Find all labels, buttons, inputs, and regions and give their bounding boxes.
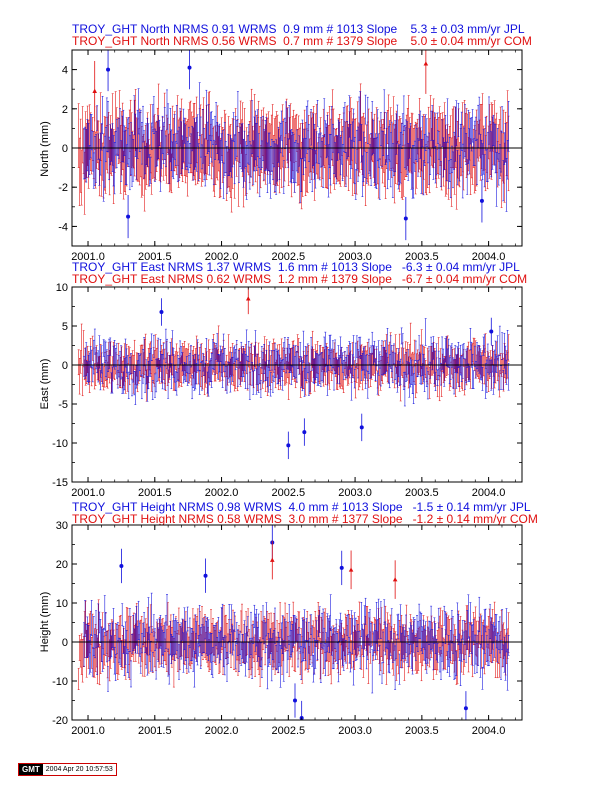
series-jpl: [83, 82, 510, 212]
error-bars-jpl: [83, 82, 509, 212]
y-axis-ticks: -20 -10 0 10 20 30: [52, 520, 522, 727]
y-tick-label: 30: [56, 520, 68, 532]
y-tick-label: 10: [56, 282, 68, 294]
x-tick-label: 2001.5: [138, 251, 172, 263]
plot-timestamp: 2004 Apr 20 10:57:53: [42, 764, 116, 775]
north-title-com: TROY_GHT North NRMS 0.56 WRMS 0.7 mm # 1…: [72, 34, 532, 48]
x-tick-label: 2003.5: [405, 251, 439, 263]
x-tick-label: 2001.0: [71, 251, 105, 263]
error-caps-jpl: [83, 592, 510, 694]
error-caps-jpl: [83, 82, 510, 212]
x-tick-label: 2002.5: [271, 251, 305, 263]
y-axis-ticks: -4 -2 0 2 4: [58, 49, 522, 247]
north-panel: TROY_GHT North NRMS 0.91 WRMS 0.9 mm # 1…: [39, 22, 532, 263]
error-caps-jpl: [83, 318, 510, 407]
series-jpl: [83, 318, 510, 407]
x-axis-ticks: 2001.0 2001.5 2002.0 2002.5 2003.0 2003.5 2004…: [71, 50, 516, 263]
x-tick-label: 2001.0: [71, 725, 105, 737]
y-tick-label: -15: [52, 477, 68, 489]
plot-frame: [71, 286, 523, 483]
outlier-point-jpl: [479, 198, 484, 203]
outlier-point-jpl: [339, 565, 344, 570]
outlier-point-jpl: [489, 329, 494, 334]
outlier-point-jpl: [302, 430, 307, 435]
outlier-point-jpl: [359, 425, 364, 430]
east-title-com: TROY_GHT East NRMS 0.62 WRMS 1.2 mm # 13…: [72, 272, 527, 286]
y-tick-label: -4: [58, 221, 68, 233]
error-bars-jpl: [83, 318, 509, 406]
y-tick-label: 0: [62, 360, 68, 372]
y-tick-label: 0: [62, 143, 68, 155]
x-tick-label: 2004.0: [472, 725, 506, 737]
y-tick-label: 0: [62, 637, 68, 649]
x-tick-label: 2002.0: [205, 251, 239, 263]
east-plot-area: -15 -10 -5 0 5 10 2001.0 2001.5 2002.0 2002.5 2003…: [52, 282, 523, 499]
x-tick-label: 2002.5: [271, 487, 305, 499]
x-tick-label: 2003.0: [338, 251, 372, 263]
x-axis-ticks: 2001.0 2001.5 2002.0 2002.5 2003.0 2003.5 2004…: [71, 287, 516, 499]
y-tick-label: -10: [52, 676, 68, 688]
outlier-point-com: [269, 557, 275, 562]
outlier-point-jpl: [187, 65, 192, 70]
y-tick-label: -5: [58, 399, 68, 411]
outlier-point-com: [92, 88, 98, 93]
data-layer: [77, 525, 510, 720]
data-layer: [77, 50, 510, 241]
north-y-axis-title: North (mm): [39, 121, 51, 177]
outlier-point-jpl: [106, 67, 111, 72]
error-bars-jpl: [83, 593, 509, 693]
outlier-point-jpl: [126, 214, 131, 219]
gmt-logo: GMT: [19, 764, 43, 775]
x-tick-label: 2003.5: [405, 487, 439, 499]
outlier-point-com: [392, 577, 398, 582]
y-tick-label: -20: [52, 715, 68, 727]
outlier-point-jpl: [203, 573, 208, 578]
outlier-point-com: [423, 61, 429, 66]
x-tick-label: 2002.0: [205, 487, 239, 499]
outlier-point-com: [348, 567, 354, 572]
series-jpl: [83, 592, 510, 694]
outlier-point-jpl: [463, 706, 468, 711]
outlier-point-com: [245, 296, 251, 301]
y-tick-label: 4: [62, 65, 68, 77]
height-y-axis-title: Height (mm): [39, 592, 51, 653]
y-tick-label: 5: [62, 321, 68, 333]
x-tick-label: 2001.0: [71, 487, 105, 499]
x-tick-label: 2001.5: [138, 487, 172, 499]
x-tick-label: 2004.0: [472, 487, 506, 499]
error-caps-com: [77, 599, 510, 690]
x-tick-label: 2003.5: [405, 725, 439, 737]
x-tick-label: 2002.5: [271, 725, 305, 737]
outlier-point-jpl: [159, 309, 164, 314]
east-y-axis-title: East (mm): [39, 359, 51, 410]
east-title-jpl: TROY_GHT East NRMS 1.37 WRMS 1.6 mm # 10…: [72, 260, 520, 274]
x-tick-label: 2001.5: [138, 725, 172, 737]
y-tick-label: 10: [56, 598, 68, 610]
y-tick-label: -10: [52, 438, 68, 450]
y-axis-ticks: -15 -10 -5 0 5 10: [52, 282, 522, 489]
x-axis-ticks: 2001.0 2001.5 2002.0 2002.5 2003.0 2003.5 2004…: [71, 525, 516, 737]
data-layer: [77, 287, 510, 460]
height-panel: TROY_GHT Height NRMS 0.98 WRMS 4.0 mm # …: [39, 500, 538, 737]
y-tick-label: -2: [58, 182, 68, 194]
outlier-point-jpl: [119, 563, 124, 568]
x-tick-label: 2003.0: [338, 487, 372, 499]
x-tick-label: 2003.0: [338, 725, 372, 737]
north-title-jpl: TROY_GHT North NRMS 0.91 WRMS 0.9 mm # 1…: [72, 22, 525, 36]
height-title-com: TROY_GHT Height NRMS 0.58 WRMS 3.0 mm # …: [72, 512, 538, 526]
y-tick-label: 20: [56, 559, 68, 571]
y-tick-label: 2: [62, 104, 68, 116]
gmt-timestamp-stamp: GMT 2004 Apr 20 10:57:53: [18, 763, 117, 776]
outlier-point-jpl: [403, 216, 408, 221]
x-tick-label: 2002.0: [205, 725, 239, 737]
x-tick-label: 2004.0: [472, 251, 506, 263]
outlier-point-jpl: [286, 443, 291, 448]
east-panel: TROY_GHT East NRMS 1.37 WRMS 1.6 mm # 10…: [39, 260, 527, 499]
outlier-point-jpl: [292, 698, 297, 703]
height-title-jpl: TROY_GHT Height NRMS 0.98 WRMS 4.0 mm # …: [72, 500, 531, 514]
